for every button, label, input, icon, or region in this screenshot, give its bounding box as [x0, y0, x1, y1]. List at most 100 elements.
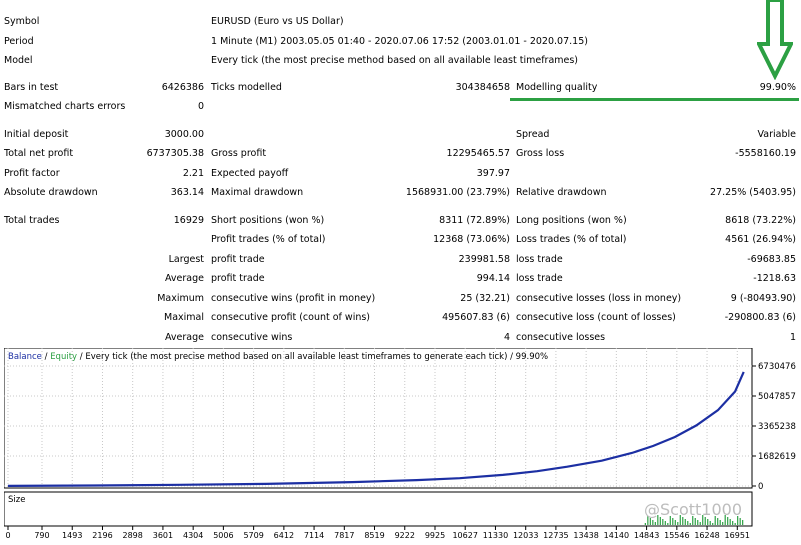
size-bar — [712, 523, 714, 525]
y-tick-label: 5047857 — [758, 392, 796, 402]
backtest-report: Symbol EURUSD (Euro vs US Dollar) Period… — [4, 0, 799, 343]
size-bar — [739, 518, 741, 525]
net-profit-value: 6737305.38 — [146, 148, 204, 159]
maximal-label: Maximal — [164, 312, 204, 323]
maximal-consecutive-loss-label: consecutive loss (count of losses) — [516, 312, 676, 323]
average-consecutive-losses-value: 1 — [789, 332, 796, 343]
size-bar — [672, 518, 674, 525]
max-consecutive-losses-value: 9 (-80493.90) — [730, 293, 796, 304]
x-tick-label: 14140 — [604, 531, 629, 540]
size-bar — [669, 516, 671, 525]
x-tick-label: 3601 — [153, 531, 173, 540]
size-bar — [742, 520, 744, 525]
x-tick-label: 2196 — [92, 531, 112, 540]
size-bar — [694, 518, 696, 525]
size-bar — [709, 521, 711, 525]
average-consecutive-losses-label: consecutive losses — [516, 332, 606, 343]
modelling-quality-value: 99.90% — [759, 82, 796, 93]
average-loss-label: loss trade — [516, 273, 563, 284]
size-bar — [707, 519, 709, 525]
size-bar — [664, 521, 666, 525]
model-label: Model — [4, 55, 33, 66]
size-bar — [667, 523, 669, 525]
gross-profit-value: 12295465.57 — [446, 148, 510, 159]
long-positions-value: 8618 (73.22%) — [725, 215, 796, 226]
loss-trades-label: Loss trades (% of total) — [516, 234, 627, 245]
x-tick-label: 0 — [5, 531, 10, 540]
y-tick-label: 1682619 — [758, 452, 796, 462]
size-bar — [647, 516, 649, 525]
size-bar — [704, 517, 706, 525]
size-plot-frame — [3, 491, 753, 527]
legend-balance: Balance — [8, 352, 42, 362]
average-label: Average — [164, 273, 204, 284]
size-bar — [684, 519, 686, 525]
series-group — [7, 371, 745, 487]
x-tick-label: 9925 — [425, 531, 445, 540]
size-bar — [719, 520, 721, 525]
relative-drawdown-label: Relative drawdown — [516, 187, 607, 198]
modelling-quality-label: Modelling quality — [516, 82, 598, 93]
bars-value: 6426386 — [161, 82, 204, 93]
mismatched-label: Mismatched charts errors — [4, 101, 126, 112]
average-profit-value: 994.14 — [476, 273, 510, 284]
size-bar — [662, 519, 664, 525]
size-bar — [652, 520, 654, 525]
size-bar — [722, 522, 724, 525]
size-bar — [659, 517, 661, 525]
x-tick-label: 8519 — [364, 531, 384, 540]
legend-quality: 99.90% — [516, 352, 548, 362]
gross-loss-label: Gross loss — [516, 148, 565, 159]
loss-trades-value: 4561 (26.94%) — [725, 234, 796, 245]
x-tick-label: 5006 — [213, 531, 233, 540]
size-bar — [644, 523, 646, 525]
x-tick-label: 4304 — [183, 531, 203, 540]
x-tick-label: 12033 — [513, 531, 538, 540]
total-trades-label: Total trades — [4, 215, 60, 226]
grid — [4, 348, 752, 488]
initial-deposit-value: 3000.00 — [164, 129, 204, 140]
y-tick-label: 3365238 — [758, 422, 796, 432]
size-bar — [724, 515, 726, 525]
x-tick-label: 15546 — [664, 531, 689, 540]
average-consecutive-wins-value: 4 — [503, 332, 510, 343]
max-consecutive-wins-label: consecutive wins (profit in money) — [211, 293, 376, 304]
x-tick-label: 7817 — [334, 531, 354, 540]
x-tick-label: 10627 — [452, 531, 477, 540]
size-bar — [732, 521, 734, 525]
maximal-drawdown-label: Maximal drawdown — [211, 187, 304, 198]
size-bar — [692, 516, 694, 525]
size-bar — [649, 518, 651, 525]
spread-label: Spread — [516, 129, 550, 140]
ticks-value: 304384658 — [455, 82, 510, 93]
x-axis: 0 790 1493 2196 2898 3601 4304 5006 5709 6412 7114… — [5, 526, 750, 540]
balance-chart: Balance / Equity / Every tick (the most … — [3, 347, 801, 542]
relative-drawdown-value: 27.25% (5403.95) — [710, 187, 796, 198]
y-axis: 6730476 5047857 3365238 1682619 0 — [752, 362, 796, 492]
highlight-underline — [510, 98, 799, 101]
largest-label: Largest — [168, 254, 204, 265]
size-bar — [682, 517, 684, 525]
profit-trades-label: Profit trades (% of total) — [211, 234, 326, 245]
x-tick-label: 2898 — [123, 531, 143, 540]
gross-loss-value: -5558160.19 — [735, 148, 796, 159]
profit-trades-value: 12368 (73.06%) — [433, 234, 510, 245]
gross-profit-label: Gross profit — [211, 148, 267, 159]
symbol-label: Symbol — [4, 16, 40, 27]
maximal-drawdown-value: 1568931.00 (23.79%) — [405, 187, 510, 198]
model-value: Every tick (the most precise method base… — [211, 55, 579, 66]
x-tick-label: 5709 — [243, 531, 263, 540]
maximal-consecutive-profit-value: 495607.83 (6) — [442, 312, 510, 323]
size-bar — [677, 522, 679, 525]
x-tick-label: 12735 — [543, 531, 568, 540]
maximum-label: Maximum — [157, 293, 204, 304]
x-tick-label: 7114 — [304, 531, 324, 540]
x-tick-label: 6412 — [274, 531, 294, 540]
period-value: 1 Minute (M1) 2003.05.05 01:40 - 2020.07… — [211, 36, 588, 47]
max-consecutive-wins-value: 25 (32.21) — [460, 293, 510, 304]
average-consecutive-wins-label: consecutive wins — [211, 332, 293, 343]
size-bar — [714, 516, 716, 525]
initial-deposit-label: Initial deposit — [4, 129, 69, 140]
expected-payoff-label: Expected payoff — [211, 168, 289, 179]
ticks-label: Ticks modelled — [211, 82, 282, 93]
